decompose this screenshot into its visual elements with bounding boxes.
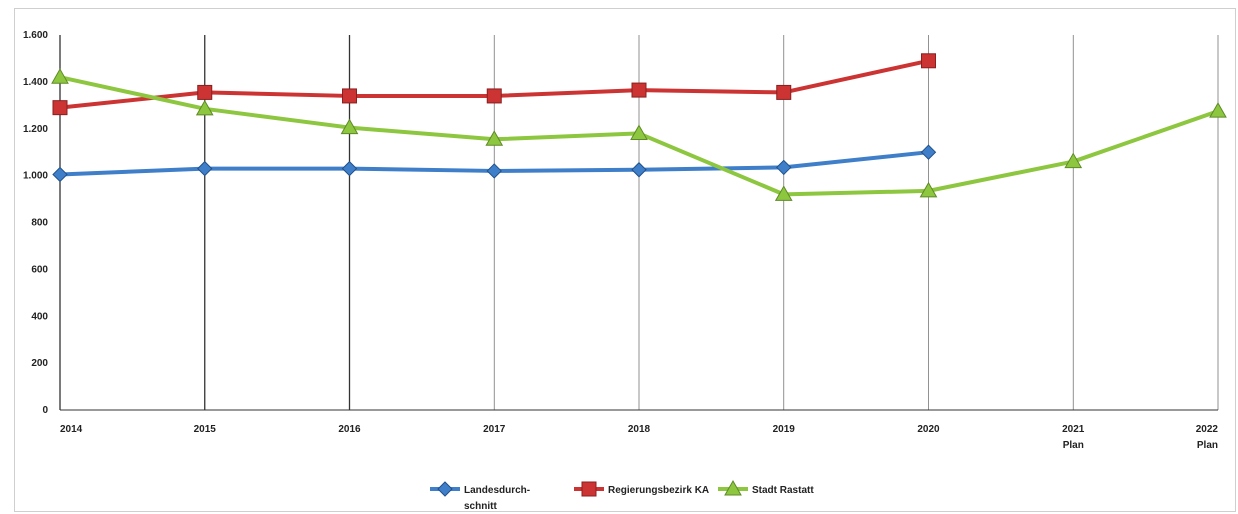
legend-swatch-marker — [581, 481, 597, 497]
data-point — [630, 124, 648, 140]
x-tick-label: 2022 — [1196, 424, 1219, 435]
x-tick-label: 2020 — [917, 424, 940, 435]
x-tick-sublabel: Plan — [1197, 440, 1218, 451]
data-point — [197, 160, 213, 177]
data-point — [920, 144, 937, 160]
y-tick-label: 200 — [31, 358, 48, 369]
data-point — [52, 166, 68, 183]
x-tick-label: 2015 — [194, 424, 217, 435]
x-tick-sublabel: Plan — [1063, 440, 1084, 451]
legend-label: Stadt Rastatt — [752, 485, 814, 496]
y-tick-label: 800 — [31, 218, 48, 229]
data-point — [342, 88, 357, 104]
series-1 — [52, 53, 936, 116]
data-point — [776, 159, 792, 176]
data-point — [921, 53, 936, 69]
data-point — [340, 118, 359, 135]
y-axis-ticks: 0 200 400 600 800 1.000 1.200 1.400 1.600 — [23, 30, 48, 416]
y-tick-label: 1.400 — [23, 77, 48, 88]
data-point — [774, 185, 793, 201]
legend-label: Regierungsbezirk KA — [608, 485, 709, 496]
y-tick-label: 600 — [31, 264, 48, 275]
y-tick-label: 1.600 — [23, 30, 48, 41]
data-point — [52, 100, 68, 116]
data-point — [776, 84, 792, 100]
data-point — [486, 88, 502, 104]
data-point — [485, 130, 504, 146]
y-tick-label: 400 — [31, 311, 48, 322]
data-point — [486, 163, 502, 179]
data-point — [341, 160, 358, 177]
x-tick-label: 2019 — [773, 424, 796, 435]
series-2 — [51, 68, 1227, 201]
series-layer — [51, 53, 1227, 201]
legend: Landesdurch-schnitt Regierungsbezirk KA St… — [430, 479, 814, 512]
data-point — [1209, 102, 1227, 118]
legend-label: schnitt — [464, 501, 497, 512]
legend-item-0: Landesdurch-schnitt — [430, 481, 530, 512]
legend-swatch-marker — [437, 481, 453, 497]
data-point — [1064, 152, 1083, 169]
data-point — [51, 68, 69, 84]
series-0 — [52, 144, 937, 183]
legend-swatch-marker — [724, 479, 742, 496]
x-tick-label: 2017 — [483, 424, 506, 435]
x-axis-ticks: 2014 2015 2016 2017 2018 2019 2020 2021 Plan 2022… — [60, 424, 1218, 451]
data-point — [631, 162, 647, 178]
x-tick-label: 2021 — [1062, 424, 1085, 435]
data-point — [195, 99, 214, 116]
y-tick-label: 1.200 — [23, 124, 48, 135]
legend-item-1: Regierungsbezirk KA — [574, 481, 709, 497]
x-tick-label: 2018 — [628, 424, 651, 435]
data-point — [631, 82, 647, 98]
legend-label: Landesdurch- — [464, 485, 530, 496]
y-tick-label: 0 — [42, 405, 48, 416]
x-tick-label: 2014 — [60, 424, 83, 435]
y-tick-label: 1.000 — [23, 171, 48, 182]
legend-item-2: Stadt Rastatt — [718, 479, 814, 496]
data-point — [197, 84, 213, 100]
x-tick-label: 2016 — [338, 424, 361, 435]
data-point — [919, 181, 938, 198]
